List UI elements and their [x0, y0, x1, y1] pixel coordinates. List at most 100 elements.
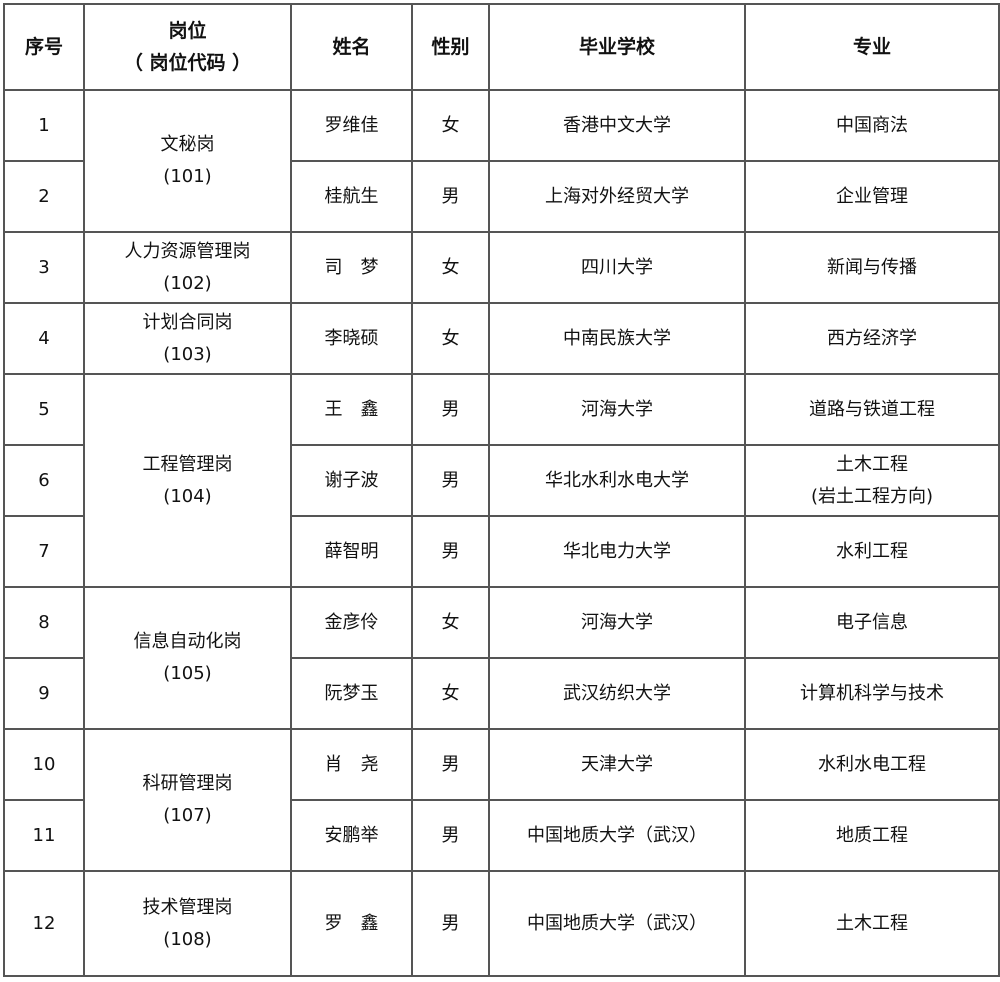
position-name: 信息自动化岗: [133, 631, 242, 652]
cell-school: 四川大学: [488, 231, 746, 304]
cell-name: 阮梦玉: [290, 657, 413, 730]
cell-no: 11: [3, 799, 85, 872]
table-row: 11 安鹏举男中国地质大学（武汉） 地质工程: [3, 799, 1000, 872]
cell-position: 科研管理岗 (107): [83, 728, 292, 872]
table-row: 1 文秘岗 (101) 罗维佳女香港中文大学 中国商法: [3, 89, 1000, 233]
table-row: 7 薛智明男华北电力大学 水利工程: [3, 515, 1000, 588]
cell-no: 1: [3, 89, 85, 162]
cell-no: 7: [3, 515, 85, 588]
cell-position: 信息自动化岗 (105): [83, 586, 292, 730]
cell-major: 地质工程: [744, 799, 1000, 872]
cell-no: 5: [3, 373, 85, 446]
cell-no: 8: [3, 586, 85, 659]
cell-major: 水利水电工程: [744, 728, 1000, 801]
cell-no: 12: [3, 870, 85, 977]
major-line: (岩土工程方向): [810, 485, 934, 507]
cell-gender: 男: [411, 444, 490, 517]
cell-position: 文秘岗 (101): [83, 89, 292, 233]
major-line: 西方经济学: [827, 327, 917, 349]
table-row: 12 技术管理岗 (108) 罗 鑫男中国地质大学（武汉） 土木工程: [3, 870, 1000, 977]
cell-school: 河海大学: [488, 373, 746, 446]
cell-gender: 男: [411, 515, 490, 588]
cell-school: 华北电力大学: [488, 515, 746, 588]
cell-no: 9: [3, 657, 85, 730]
cell-major: 道路与铁道工程: [744, 373, 1000, 446]
table-row: 5 工程管理岗 (104) 王 鑫男河海大学 道路与铁道工程: [3, 373, 1000, 588]
cell-gender: 男: [411, 373, 490, 446]
cell-school: 天津大学: [488, 728, 746, 801]
major-line: 新闻与传播: [827, 256, 917, 278]
cell-gender: 女: [411, 657, 490, 730]
table-row: 3 人力资源管理岗 (102) 司 梦女四川大学 新闻与传播: [3, 231, 1000, 304]
cell-position: 计划合同岗 (103): [83, 302, 292, 375]
position-name: 工程管理岗: [142, 453, 233, 475]
position-name: 人力资源管理岗: [124, 240, 251, 262]
header-no: 序号: [3, 3, 85, 91]
cell-school: 上海对外经贸大学: [488, 160, 746, 233]
cell-no: 3: [3, 231, 85, 304]
major-line: 水利工程: [836, 540, 908, 562]
cell-major: 电子信息: [744, 586, 1000, 659]
major-line: 电子信息: [836, 611, 908, 633]
table-row: 8 信息自动化岗 (105) 金彦伶女河海大学 电子信息: [3, 586, 1000, 730]
cell-gender: 女: [411, 586, 490, 659]
cell-position: 技术管理岗 (108): [83, 870, 292, 977]
position-code: (104): [163, 485, 212, 507]
cell-school: 武汉纺织大学: [488, 657, 746, 730]
cell-no: 10: [3, 728, 85, 801]
position-code: (103): [163, 343, 212, 365]
header-school: 毕业学校: [488, 3, 746, 91]
cell-position: 人力资源管理岗 (102): [83, 231, 292, 304]
cell-gender: 男: [411, 799, 490, 872]
major-line: 企业管理: [836, 185, 908, 207]
table-row: 2 桂航生男上海对外经贸大学 企业管理: [3, 160, 1000, 233]
cell-school: 中国地质大学（武汉）: [488, 799, 746, 872]
position-code: (102): [163, 272, 212, 294]
cell-no: 6: [3, 444, 85, 517]
header-major: 专业: [744, 3, 1000, 91]
cell-major: 计算机科学与技术: [744, 657, 1000, 730]
cell-gender: 女: [411, 302, 490, 375]
cell-school: 香港中文大学: [488, 89, 746, 162]
header-position-title: 岗位: [168, 20, 207, 42]
position-code: (101): [163, 166, 212, 187]
cell-major: 新闻与传播: [744, 231, 1000, 304]
cell-school: 华北水利水电大学: [488, 444, 746, 517]
position-name: 计划合同岗: [142, 311, 233, 333]
cell-major: 水利工程: [744, 515, 1000, 588]
cell-name: 薛智明: [290, 515, 413, 588]
cell-no: 4: [3, 302, 85, 375]
cell-school: 中国地质大学（武汉）: [488, 870, 746, 977]
cell-school: 中南民族大学: [488, 302, 746, 375]
cell-major: 土木工程: [744, 870, 1000, 977]
cell-name: 谢子波: [290, 444, 413, 517]
header-row: 序号 岗位 （ 岗位代码 ） 姓名 性别 毕业学校 专业: [3, 3, 1000, 91]
cell-name: 罗 鑫: [290, 870, 413, 977]
header-gender: 性别: [411, 3, 490, 91]
cell-name: 肖 尧: [290, 728, 413, 801]
cell-name: 罗维佳: [290, 89, 413, 162]
position-code: (107): [163, 805, 212, 826]
major-line: 土木工程: [836, 912, 908, 934]
table-row: 6 谢子波男华北水利水电大学 土木工程 (岩土工程方向): [3, 444, 1000, 517]
cell-name: 王 鑫: [290, 373, 413, 446]
cell-major: 企业管理: [744, 160, 1000, 233]
cell-no: 2: [3, 160, 85, 233]
major-line: 水利水电工程: [818, 753, 926, 775]
cell-gender: 男: [411, 728, 490, 801]
cell-gender: 男: [411, 870, 490, 977]
cell-name: 金彦伶: [290, 586, 413, 659]
cell-major: 西方经济学: [744, 302, 1000, 375]
major-line: 中国商法: [836, 114, 908, 136]
cell-name: 桂航生: [290, 160, 413, 233]
major-line: 计算机科学与技术: [800, 682, 944, 704]
major-line: 道路与铁道工程: [809, 398, 935, 420]
cell-name: 李晓硕: [290, 302, 413, 375]
candidate-table: 序号 岗位 （ 岗位代码 ） 姓名 性别 毕业学校 专业 1 文秘岗 (101) 罗维…: [3, 3, 1000, 977]
cell-gender: 男: [411, 160, 490, 233]
table-row: 9 阮梦玉女武汉纺织大学 计算机科学与技术: [3, 657, 1000, 730]
cell-position: 工程管理岗 (104): [83, 373, 292, 588]
header-position: 岗位 （ 岗位代码 ）: [83, 3, 292, 91]
table-row: 10 科研管理岗 (107) 肖 尧男天津大学 水利水电工程: [3, 728, 1000, 872]
cell-school: 河海大学: [488, 586, 746, 659]
